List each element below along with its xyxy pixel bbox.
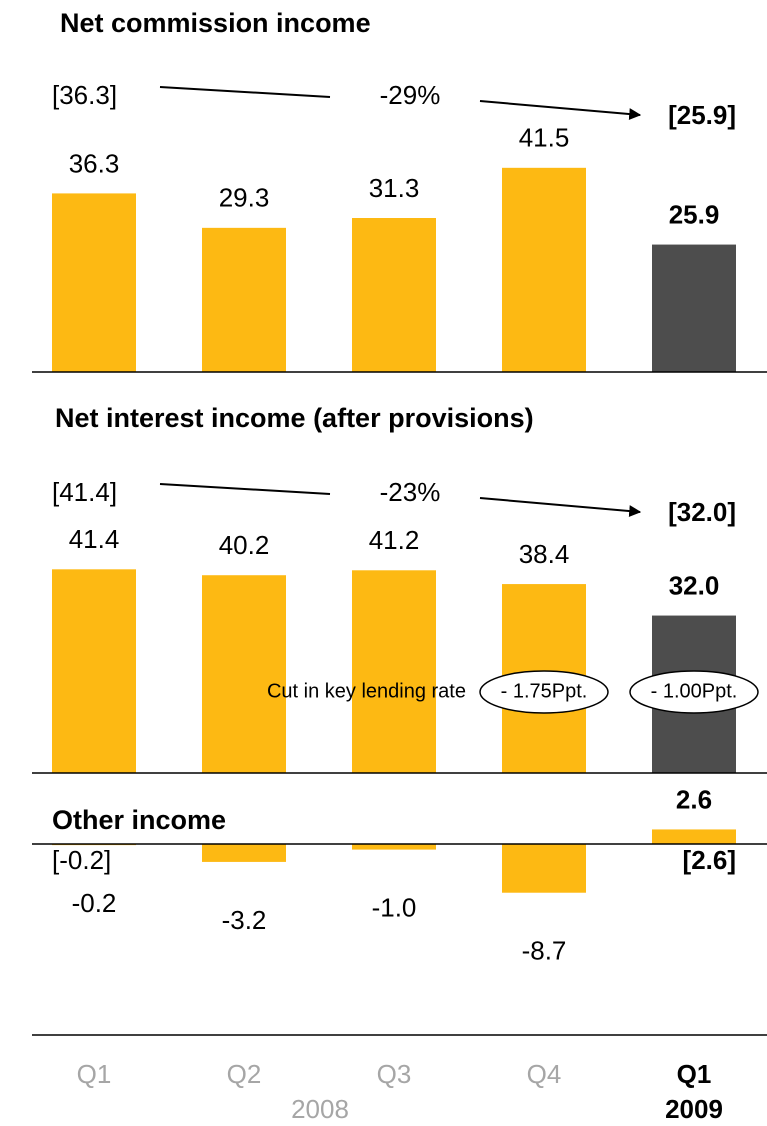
group-label: 2009 <box>665 1094 723 1124</box>
panel-title: Net interest income (after provisions) <box>55 403 534 433</box>
bar <box>352 570 436 773</box>
bar <box>52 193 136 372</box>
annotation-end: [32.0] <box>668 497 736 527</box>
value-label: 38.4 <box>519 539 570 569</box>
value-label: 41.2 <box>369 525 420 555</box>
arrow <box>479 497 642 518</box>
bar <box>352 218 436 372</box>
value-label: 32.0 <box>669 570 720 600</box>
note-mark: - 1.75Ppt. <box>501 680 588 702</box>
value-label: -1.0 <box>372 892 417 922</box>
note-mark: - 1.00Ppt. <box>651 680 738 702</box>
value-label: -8.7 <box>522 936 567 966</box>
note-oval <box>479 670 609 714</box>
value-label: -3.2 <box>222 905 267 935</box>
value-label: 29.3 <box>219 183 270 213</box>
bar <box>352 844 436 850</box>
bar <box>52 569 136 773</box>
value-label: 36.3 <box>69 148 120 178</box>
value-label: -0.2 <box>72 888 117 918</box>
arrow-line <box>159 483 331 495</box>
value-label: 41.5 <box>519 123 570 153</box>
group-label: 2008 <box>291 1094 349 1124</box>
panel-title: Other income <box>52 805 226 835</box>
bar <box>652 829 736 844</box>
value-label: 40.2 <box>219 530 270 560</box>
bar <box>202 227 286 372</box>
annotation-start: [36.3] <box>52 80 117 110</box>
x-tick-label: Q1 <box>677 1059 712 1089</box>
x-tick-label: Q1 <box>77 1059 112 1089</box>
arrow-line <box>159 86 331 98</box>
value-label: 25.9 <box>669 199 720 229</box>
annotation-start: [-0.2] <box>52 845 111 875</box>
panel-title: Net commission income <box>60 8 371 38</box>
x-tick-label: Q2 <box>227 1059 262 1089</box>
x-tick-label: Q4 <box>527 1059 562 1089</box>
value-label: 2.6 <box>676 784 712 814</box>
annotation-end: [25.9] <box>668 100 736 130</box>
bar <box>652 244 736 372</box>
bar <box>502 167 586 372</box>
note: Cut in key lending rate <box>267 680 466 702</box>
bar <box>502 844 586 893</box>
annotation-change: -23% <box>380 477 441 507</box>
note-oval <box>629 670 759 714</box>
value-label: 31.3 <box>369 173 420 203</box>
x-tick-label: Q3 <box>377 1059 412 1089</box>
annotation-start: [41.4] <box>52 477 117 507</box>
arrow <box>479 100 642 121</box>
bar <box>202 844 286 862</box>
annotation-change: -29% <box>380 80 441 110</box>
annotation-end: [2.6] <box>683 845 736 875</box>
bar <box>202 575 286 773</box>
value-label: 41.4 <box>69 524 120 554</box>
